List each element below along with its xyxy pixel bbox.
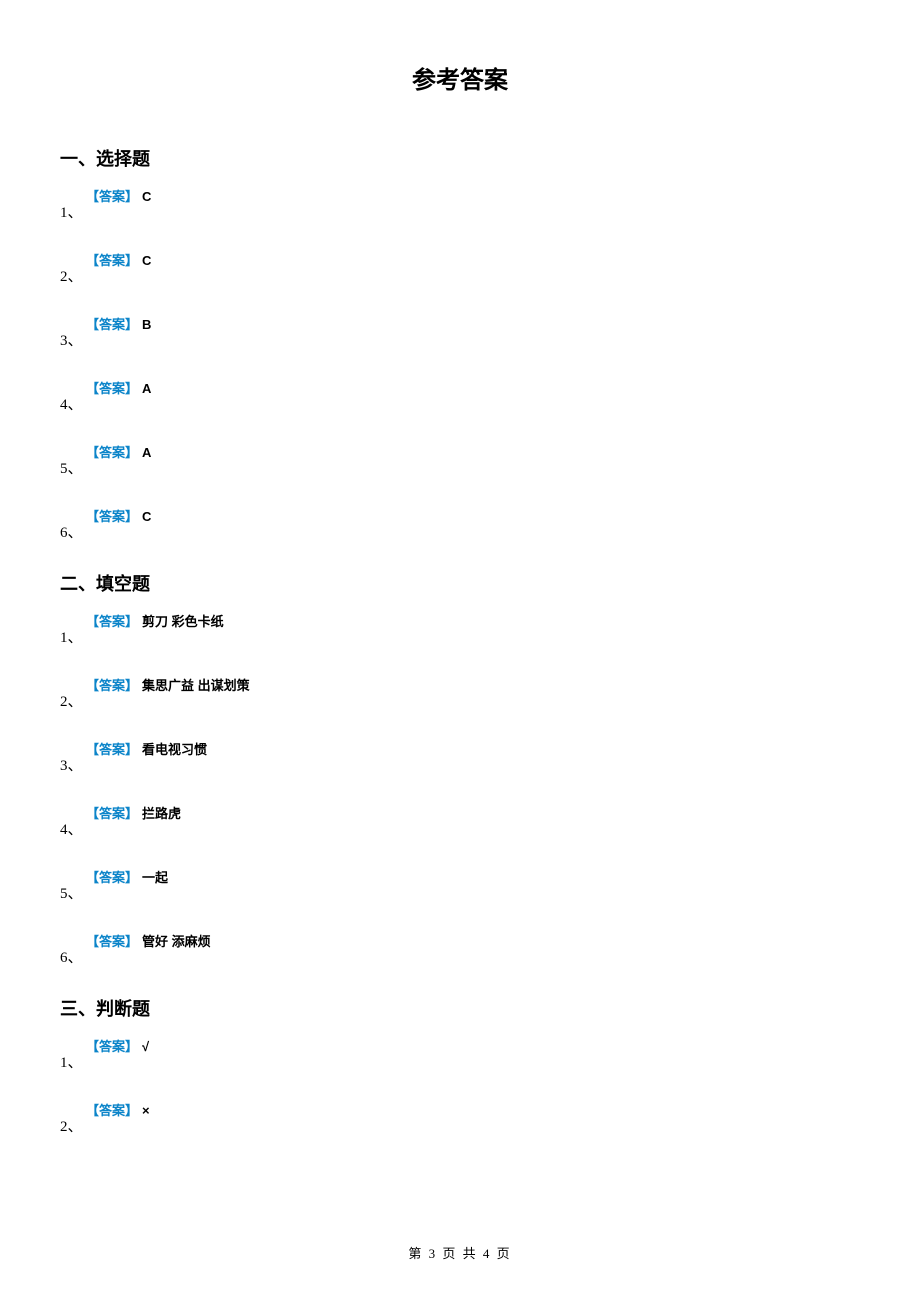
item-number: 4、 — [60, 818, 83, 839]
answer-content: 【答案】 C — [86, 506, 151, 525]
answer-label: 【答案】 — [86, 1103, 138, 1118]
item-number: 2、 — [60, 690, 83, 711]
answer-label: 【答案】 — [86, 317, 138, 332]
answer-value: B — [142, 317, 151, 332]
answer-label: 【答案】 — [86, 189, 138, 204]
answer-value: √ — [142, 1039, 149, 1054]
answer-label: 【答案】 — [86, 614, 138, 629]
answer-value: A — [142, 445, 151, 460]
answer-content: 【答案】一起 — [86, 867, 168, 886]
answer-label: 【答案】 — [86, 742, 138, 757]
answer-content: 【答案】 × — [86, 1100, 150, 1119]
answer-content: 【答案】 A — [86, 442, 151, 461]
answer-label: 【答案】 — [86, 1039, 138, 1054]
answer-row: 2、 【答案】 C — [60, 250, 920, 286]
page-footer: 第 3 页 共 4 页 — [0, 1243, 920, 1262]
item-number: 1、 — [60, 626, 83, 647]
answer-value: 拦路虎 — [142, 806, 181, 821]
item-number: 3、 — [60, 329, 83, 350]
answer-content: 【答案】剪刀 彩色卡纸 — [86, 611, 224, 630]
answer-row: 6、 【答案】管好 添麻烦 — [60, 931, 920, 967]
answer-value: C — [142, 189, 151, 204]
answer-content: 【答案】看电视习惯 — [86, 739, 207, 758]
item-number: 1、 — [60, 201, 83, 222]
answer-content: 【答案】 C — [86, 250, 151, 269]
answer-content: 【答案】拦路虎 — [86, 803, 181, 822]
item-number: 2、 — [60, 1115, 83, 1136]
answer-label: 【答案】 — [86, 509, 138, 524]
answer-value: A — [142, 381, 151, 396]
answer-row: 6、 【答案】 C — [60, 506, 920, 542]
section-heading-judge: 三、判断题 — [60, 995, 920, 1021]
answer-label: 【答案】 — [86, 445, 138, 460]
page-title: 参考答案 — [0, 0, 920, 125]
section-heading-blank: 二、填空题 — [60, 570, 920, 596]
item-number: 6、 — [60, 521, 83, 542]
answer-value: 看电视习惯 — [142, 742, 207, 757]
answer-row: 2、 【答案】集思广益 出谋划策 — [60, 675, 920, 711]
answer-content: 【答案】集思广益 出谋划策 — [86, 675, 250, 694]
answer-row: 3、 【答案】看电视习惯 — [60, 739, 920, 775]
answer-row: 5、 【答案】一起 — [60, 867, 920, 903]
answer-label: 【答案】 — [86, 934, 138, 949]
answer-row: 1、 【答案】 √ — [60, 1036, 920, 1072]
answer-content: 【答案】 A — [86, 378, 151, 397]
answer-value: C — [142, 509, 151, 524]
item-number: 3、 — [60, 754, 83, 775]
answer-label: 【答案】 — [86, 381, 138, 396]
answer-row: 3、 【答案】 B — [60, 314, 920, 350]
item-number: 5、 — [60, 457, 83, 478]
answer-row: 2、 【答案】 × — [60, 1100, 920, 1136]
item-number: 5、 — [60, 882, 83, 903]
answer-content: 【答案】 B — [86, 314, 151, 333]
answer-row: 5、 【答案】 A — [60, 442, 920, 478]
answer-row: 4、 【答案】 A — [60, 378, 920, 414]
answer-label: 【答案】 — [86, 678, 138, 693]
answer-content: 【答案】管好 添麻烦 — [86, 931, 211, 950]
answer-row: 1、 【答案】 C — [60, 186, 920, 222]
section-heading-choice: 一、选择题 — [60, 145, 920, 171]
answer-content: 【答案】 C — [86, 186, 151, 205]
answer-value: 管好 添麻烦 — [142, 934, 211, 949]
answer-value: 剪刀 彩色卡纸 — [142, 614, 224, 629]
answer-row: 4、 【答案】拦路虎 — [60, 803, 920, 839]
answer-label: 【答案】 — [86, 806, 138, 821]
answer-value: 一起 — [142, 870, 168, 885]
answer-row: 1、 【答案】剪刀 彩色卡纸 — [60, 611, 920, 647]
answer-value: × — [142, 1103, 150, 1118]
item-number: 1、 — [60, 1051, 83, 1072]
answer-content: 【答案】 √ — [86, 1036, 149, 1055]
answer-label: 【答案】 — [86, 870, 138, 885]
answer-value: 集思广益 出谋划策 — [142, 678, 250, 693]
item-number: 4、 — [60, 393, 83, 414]
item-number: 2、 — [60, 265, 83, 286]
answer-label: 【答案】 — [86, 253, 138, 268]
answer-value: C — [142, 253, 151, 268]
item-number: 6、 — [60, 946, 83, 967]
